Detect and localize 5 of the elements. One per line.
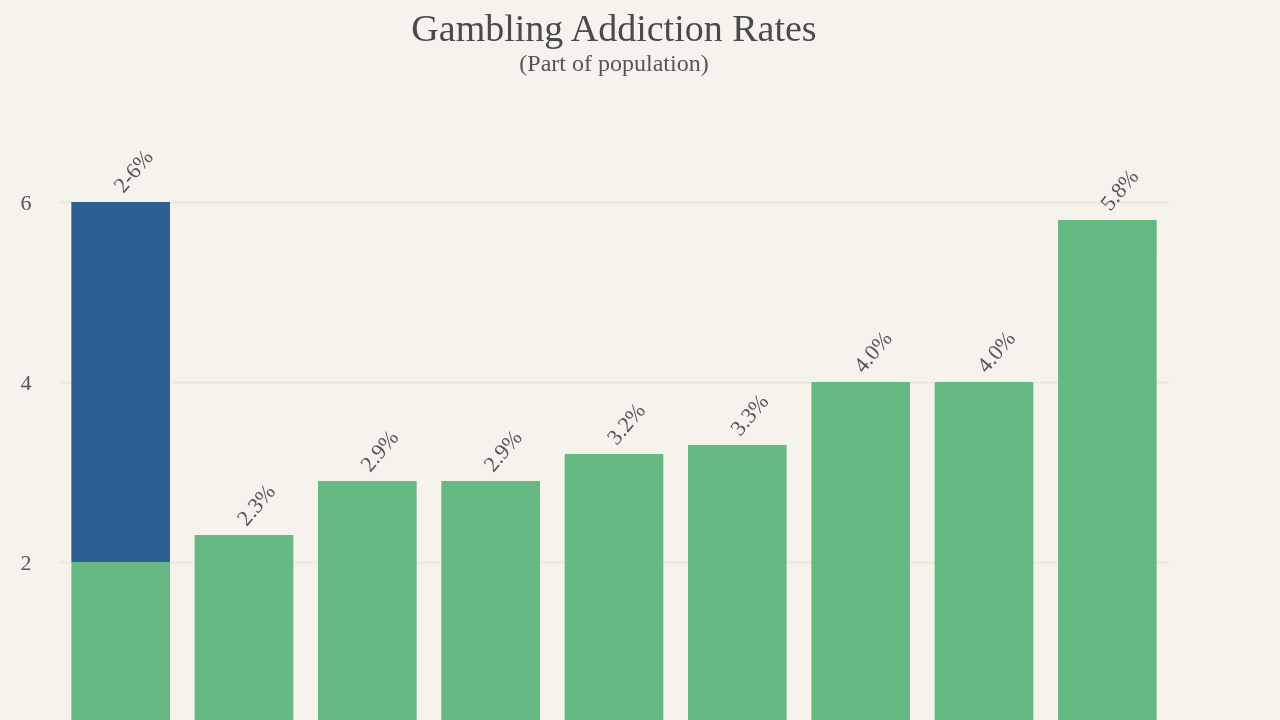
chart-subtitle: (Part of population) bbox=[519, 49, 709, 76]
y-tick-label: 4 bbox=[20, 369, 32, 395]
chart-title: Gambling Addiction Rates bbox=[411, 6, 817, 49]
y-tick-label: 2 bbox=[20, 549, 32, 575]
y-tick-label: 6 bbox=[20, 189, 32, 215]
